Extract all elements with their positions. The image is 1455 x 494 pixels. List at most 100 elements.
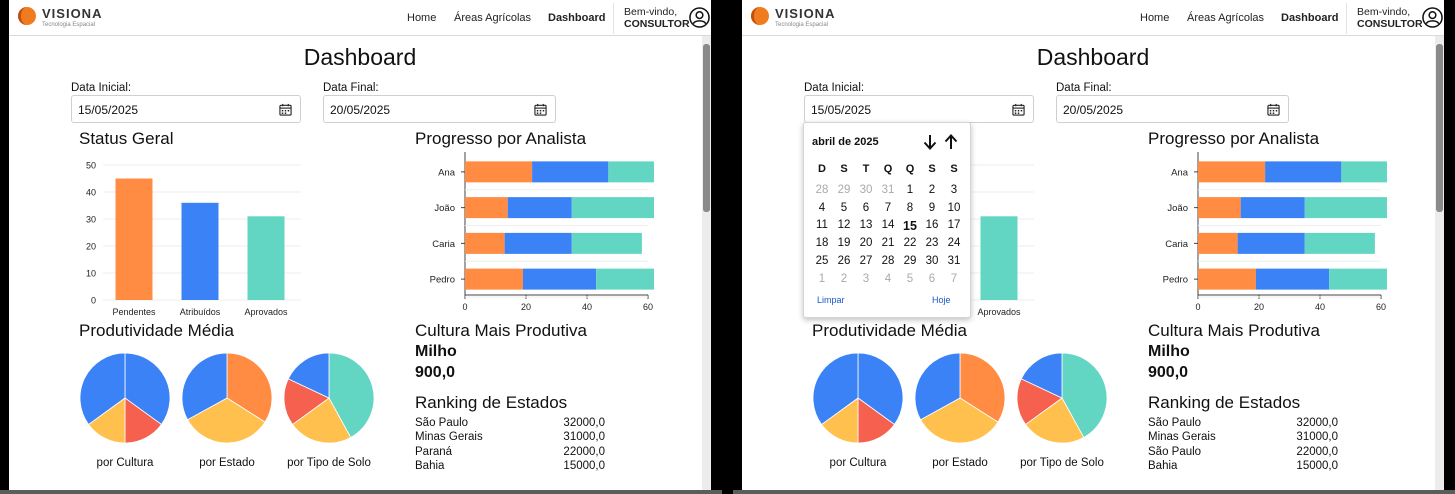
calendar-day[interactable]: 28 xyxy=(815,184,829,196)
y-tick-label: 20 xyxy=(86,242,96,252)
brand-tagline: Tecnologia Espacial xyxy=(775,22,829,28)
start-date-label: Data Inicial: xyxy=(71,82,132,94)
bar-segment xyxy=(1304,197,1387,219)
bar-segment xyxy=(1240,197,1305,219)
ranking-state-name: Minas Gerais xyxy=(415,431,483,444)
calendar-day[interactable]: 26 xyxy=(837,254,851,267)
calendar-day[interactable]: 7 xyxy=(950,272,958,285)
calendar-day[interactable]: 21 xyxy=(881,237,895,250)
welcome-greeting: Bem-vindo, xyxy=(1357,6,1411,18)
status-geral-title: Status Geral xyxy=(79,129,174,148)
bar-segment xyxy=(1198,197,1241,219)
calendar-day[interactable]: 29 xyxy=(837,184,851,196)
date-picker-clear-button[interactable]: Limpar xyxy=(817,295,845,305)
y-tick-label: Ana xyxy=(438,167,456,178)
calendar-day[interactable]: 6 xyxy=(862,201,870,214)
cultura-produtiva-value: 900,0 xyxy=(415,364,456,381)
calendar-day[interactable]: 5 xyxy=(906,272,914,285)
vertical-scrollbar[interactable] xyxy=(1435,36,1444,490)
end-date-input[interactable]: 20/05/2025 xyxy=(323,95,556,123)
nav-areas-agricolas-link[interactable]: Áreas Agrícolas xyxy=(1187,12,1265,24)
calendar-day[interactable]: 10 xyxy=(947,201,961,214)
calendar-day[interactable]: 17 xyxy=(947,219,961,232)
bar-segment xyxy=(1237,232,1305,254)
calendar-day[interactable]: 22 xyxy=(903,237,917,250)
calendar-day[interactable]: 13 xyxy=(859,219,873,232)
vertical-scrollbar[interactable] xyxy=(702,36,711,490)
progresso-analista-title: Progresso por Analista xyxy=(415,129,587,148)
arrow-up-icon[interactable] xyxy=(943,133,959,151)
calendar-day[interactable]: 5 xyxy=(840,201,848,214)
calendar-day[interactable]: 14 xyxy=(881,219,895,232)
pie-slice xyxy=(181,352,228,421)
pie-label-por-tipo-solo: por Tipo de Solo xyxy=(287,457,371,469)
calendar-day[interactable]: 31 xyxy=(947,254,961,267)
calendar-day[interactable]: 7 xyxy=(884,201,892,214)
ranking-state-value: 15000,0 xyxy=(1296,459,1338,472)
calendar-icon[interactable] xyxy=(1012,103,1025,116)
calendar-day[interactable]: 15 xyxy=(903,219,917,234)
pie-slice xyxy=(1020,352,1063,399)
nav-home-link[interactable]: Home xyxy=(407,12,437,24)
nav-dashboard-link[interactable]: Dashboard xyxy=(548,12,606,24)
brand-tagline: Tecnologia Espacial xyxy=(42,22,96,28)
user-account-icon[interactable] xyxy=(1422,7,1443,28)
calendar-day[interactable]: 4 xyxy=(884,272,892,285)
bar-segment xyxy=(1198,232,1238,254)
scrollbar-thumb[interactable] xyxy=(1436,44,1443,212)
calendar-day[interactable]: 4 xyxy=(818,201,826,214)
visiona-logo-icon xyxy=(751,7,769,25)
calendar-day[interactable]: 20 xyxy=(859,237,873,250)
calendar-day[interactable]: 2 xyxy=(928,184,936,196)
nav-dashboard-link[interactable]: Dashboard xyxy=(1281,12,1339,24)
y-tick-label: Pedro xyxy=(430,275,455,286)
start-date-input[interactable]: 15/05/2025 xyxy=(804,95,1034,123)
calendar-day[interactable]: 30 xyxy=(925,254,939,267)
calendar-day[interactable]: 3 xyxy=(950,184,958,196)
ranking-row: Paraná 22000,0 xyxy=(415,446,605,460)
cultura-produtiva-title: Cultura Mais Produtiva xyxy=(415,321,587,340)
end-date-value: 20/05/2025 xyxy=(330,103,391,117)
calendar-day[interactable]: 11 xyxy=(816,219,828,232)
nav-areas-agricolas-link[interactable]: Áreas Agrícolas xyxy=(454,12,532,24)
calendar-day[interactable]: 16 xyxy=(925,219,939,232)
calendar-icon[interactable] xyxy=(279,103,292,116)
calendar-day[interactable]: 23 xyxy=(925,237,939,250)
calendar-icon[interactable] xyxy=(534,103,547,116)
calendar-day[interactable]: 31 xyxy=(881,184,895,196)
scrollbar-thumb[interactable] xyxy=(703,44,710,212)
calendar-day[interactable]: 8 xyxy=(906,201,914,214)
x-tick-label: Atribuídos xyxy=(180,307,221,317)
calendar-day[interactable]: 6 xyxy=(928,272,936,285)
pie-slice xyxy=(914,352,961,421)
bar-segment xyxy=(1304,232,1375,254)
calendar-day[interactable]: 29 xyxy=(903,254,917,267)
calendar-day[interactable]: 1 xyxy=(906,184,914,196)
pie-slice xyxy=(79,352,126,426)
bar-segment xyxy=(522,268,597,290)
calendar-day[interactable]: 28 xyxy=(881,254,895,267)
pie-por-estado-chart xyxy=(914,352,1006,444)
calendar-day[interactable]: 1 xyxy=(818,272,826,285)
calendar-day[interactable]: 3 xyxy=(862,272,870,285)
calendar-icon[interactable] xyxy=(1267,103,1280,116)
start-date-input[interactable]: 15/05/2025 xyxy=(71,95,301,123)
calendar-day[interactable]: 12 xyxy=(837,219,851,232)
calendar-day[interactable]: 27 xyxy=(859,254,873,267)
user-account-icon[interactable] xyxy=(689,7,710,28)
date-picker-today-button[interactable]: Hoje xyxy=(932,295,951,305)
calendar-day[interactable]: 18 xyxy=(815,237,829,250)
y-tick-label: Caria xyxy=(432,239,455,250)
calendar-day[interactable]: 2 xyxy=(840,272,848,285)
calendar-day[interactable]: 9 xyxy=(928,201,936,214)
bar-segment xyxy=(571,232,642,254)
nav-home-link[interactable]: Home xyxy=(1140,12,1170,24)
calendar-day[interactable]: 24 xyxy=(947,237,961,250)
ranking-estados-title: Ranking de Estados xyxy=(415,393,568,412)
calendar-day[interactable]: 25 xyxy=(815,254,829,267)
calendar-day[interactable]: 19 xyxy=(837,237,851,250)
arrow-down-icon[interactable] xyxy=(922,133,938,151)
end-date-label: Data Final: xyxy=(1056,82,1112,94)
end-date-input[interactable]: 20/05/2025 xyxy=(1056,95,1289,123)
calendar-day[interactable]: 30 xyxy=(859,184,873,196)
